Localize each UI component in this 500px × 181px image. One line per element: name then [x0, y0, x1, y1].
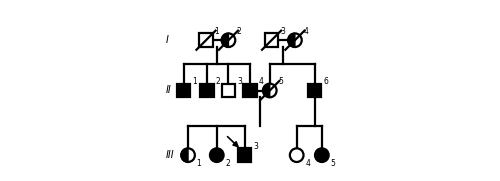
Text: 4: 4: [304, 27, 308, 36]
Text: III: III: [166, 150, 174, 160]
Text: 1: 1: [192, 77, 197, 86]
Text: 4: 4: [305, 159, 310, 168]
Text: I: I: [166, 35, 168, 45]
Text: 3: 3: [253, 142, 258, 151]
Polygon shape: [288, 33, 295, 47]
Polygon shape: [181, 148, 188, 162]
Circle shape: [181, 148, 195, 162]
Bar: [264, 33, 278, 47]
Bar: [176, 84, 190, 97]
Text: 2: 2: [216, 77, 220, 86]
Circle shape: [288, 33, 302, 47]
Circle shape: [315, 148, 328, 162]
Text: 1: 1: [214, 27, 220, 36]
Text: 1: 1: [196, 159, 202, 168]
Text: 2: 2: [226, 159, 230, 168]
Circle shape: [263, 84, 276, 97]
Text: 5: 5: [330, 159, 336, 168]
Circle shape: [222, 33, 235, 47]
Circle shape: [290, 148, 304, 162]
Bar: [200, 84, 213, 97]
Text: 2: 2: [237, 27, 242, 36]
Bar: [243, 84, 257, 97]
Text: 6: 6: [323, 77, 328, 86]
Text: 5: 5: [278, 77, 283, 86]
Text: 3: 3: [280, 27, 285, 36]
Bar: [238, 148, 252, 162]
Text: 4: 4: [258, 77, 264, 86]
Bar: [222, 84, 235, 97]
Text: 3: 3: [237, 77, 242, 86]
Polygon shape: [222, 33, 228, 47]
Bar: [308, 84, 322, 97]
Polygon shape: [263, 84, 270, 97]
Text: II: II: [166, 85, 172, 96]
Circle shape: [210, 148, 224, 162]
Bar: [199, 33, 213, 47]
